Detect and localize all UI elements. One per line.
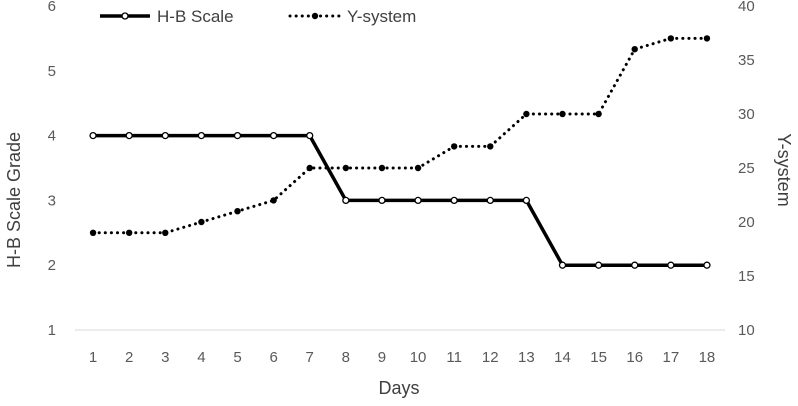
data-point-y-system — [234, 208, 241, 215]
data-point-h-b-scale — [667, 261, 675, 269]
data-point-h-b-scale — [486, 196, 494, 205]
data-point-y-system — [414, 164, 422, 172]
data-point-y-system — [270, 197, 277, 204]
x-tick-label: 2 — [125, 349, 133, 366]
legend-label-y-system: Y-system — [347, 7, 416, 26]
y-right-tick-label: 35 — [738, 52, 755, 69]
data-point-h-b-scale — [594, 261, 603, 269]
y-left-tick-label: 6 — [48, 0, 56, 15]
legend-marker-y-system — [311, 12, 319, 20]
y-axis-right-title: Y-system — [774, 133, 794, 206]
data-point-h-b-scale — [450, 196, 458, 205]
y-right-tick-label: 15 — [738, 268, 755, 285]
series-line-h-b-scale — [93, 133, 707, 267]
x-tick-label: 11 — [446, 349, 462, 366]
x-tick-label: 4 — [197, 349, 205, 366]
y-right-tick-label: 20 — [738, 214, 755, 231]
x-tick-label: 18 — [699, 349, 716, 366]
data-point-y-system — [342, 164, 350, 172]
x-tick-label: 17 — [662, 349, 679, 366]
data-point-y-system — [703, 35, 711, 42]
data-point-h-b-scale — [558, 261, 567, 269]
data-point-h-b-scale — [269, 131, 278, 140]
data-point-y-system — [523, 110, 530, 118]
data-point-h-b-scale — [342, 196, 350, 205]
data-point-y-system — [198, 218, 205, 226]
x-tick-label: 16 — [626, 349, 643, 366]
x-tick-label: 8 — [342, 349, 350, 366]
data-point-y-system — [450, 143, 458, 150]
x-tick-label: 6 — [269, 349, 277, 366]
data-point-y-system — [378, 164, 386, 172]
x-tick-label: 10 — [410, 349, 427, 366]
data-point-y-system — [487, 143, 494, 150]
data-point-h-b-scale — [161, 131, 169, 140]
x-tick-label: 3 — [161, 349, 169, 366]
legend-label-h-b-scale: H-B Scale — [157, 7, 234, 26]
data-point-h-b-scale — [306, 131, 314, 140]
y-left-tick-label: 2 — [48, 257, 56, 274]
series-line-y-system — [91, 36, 709, 235]
y-right-tick-label: 25 — [738, 160, 755, 177]
data-point-h-b-scale — [89, 131, 97, 140]
x-tick-label: 14 — [554, 349, 571, 366]
data-point-y-system — [559, 110, 566, 118]
x-tick-label: 5 — [233, 349, 241, 366]
data-point-h-b-scale — [378, 196, 386, 205]
data-point-h-b-scale — [522, 196, 531, 205]
data-point-h-b-scale — [631, 261, 639, 269]
data-point-h-b-scale — [125, 131, 133, 140]
data-point-y-system — [595, 110, 602, 118]
data-point-h-b-scale — [197, 131, 206, 140]
y-axis-left-title: H-B Scale Grade — [4, 132, 24, 268]
x-tick-label: 12 — [482, 349, 499, 366]
data-point-y-system — [667, 35, 675, 42]
data-point-y-system — [306, 164, 313, 172]
y-right-tick-label: 10 — [738, 322, 755, 339]
y-left-tick-label: 4 — [48, 128, 56, 145]
x-tick-label: 1 — [89, 349, 97, 366]
data-point-h-b-scale — [414, 196, 422, 205]
data-point-y-system — [631, 46, 638, 53]
x-tick-label: 9 — [378, 349, 386, 366]
x-tick-label: 15 — [590, 349, 607, 366]
data-point-y-system — [162, 229, 169, 236]
x-tick-label: 13 — [518, 349, 535, 366]
x-tick-label: 7 — [306, 349, 314, 366]
x-axis-title: Days — [378, 378, 419, 398]
y-left-tick-label: 1 — [48, 322, 56, 339]
data-point-h-b-scale — [703, 261, 711, 269]
y-left-tick-label: 3 — [48, 192, 56, 209]
data-point-y-system — [89, 229, 97, 236]
data-point-y-system — [125, 229, 133, 236]
y-right-tick-label: 40 — [738, 0, 755, 15]
y-right-tick-label: 30 — [738, 106, 755, 123]
data-point-h-b-scale — [233, 131, 242, 140]
y-left-tick-label: 5 — [48, 63, 56, 80]
legend-marker-h-b-scale — [121, 12, 129, 20]
